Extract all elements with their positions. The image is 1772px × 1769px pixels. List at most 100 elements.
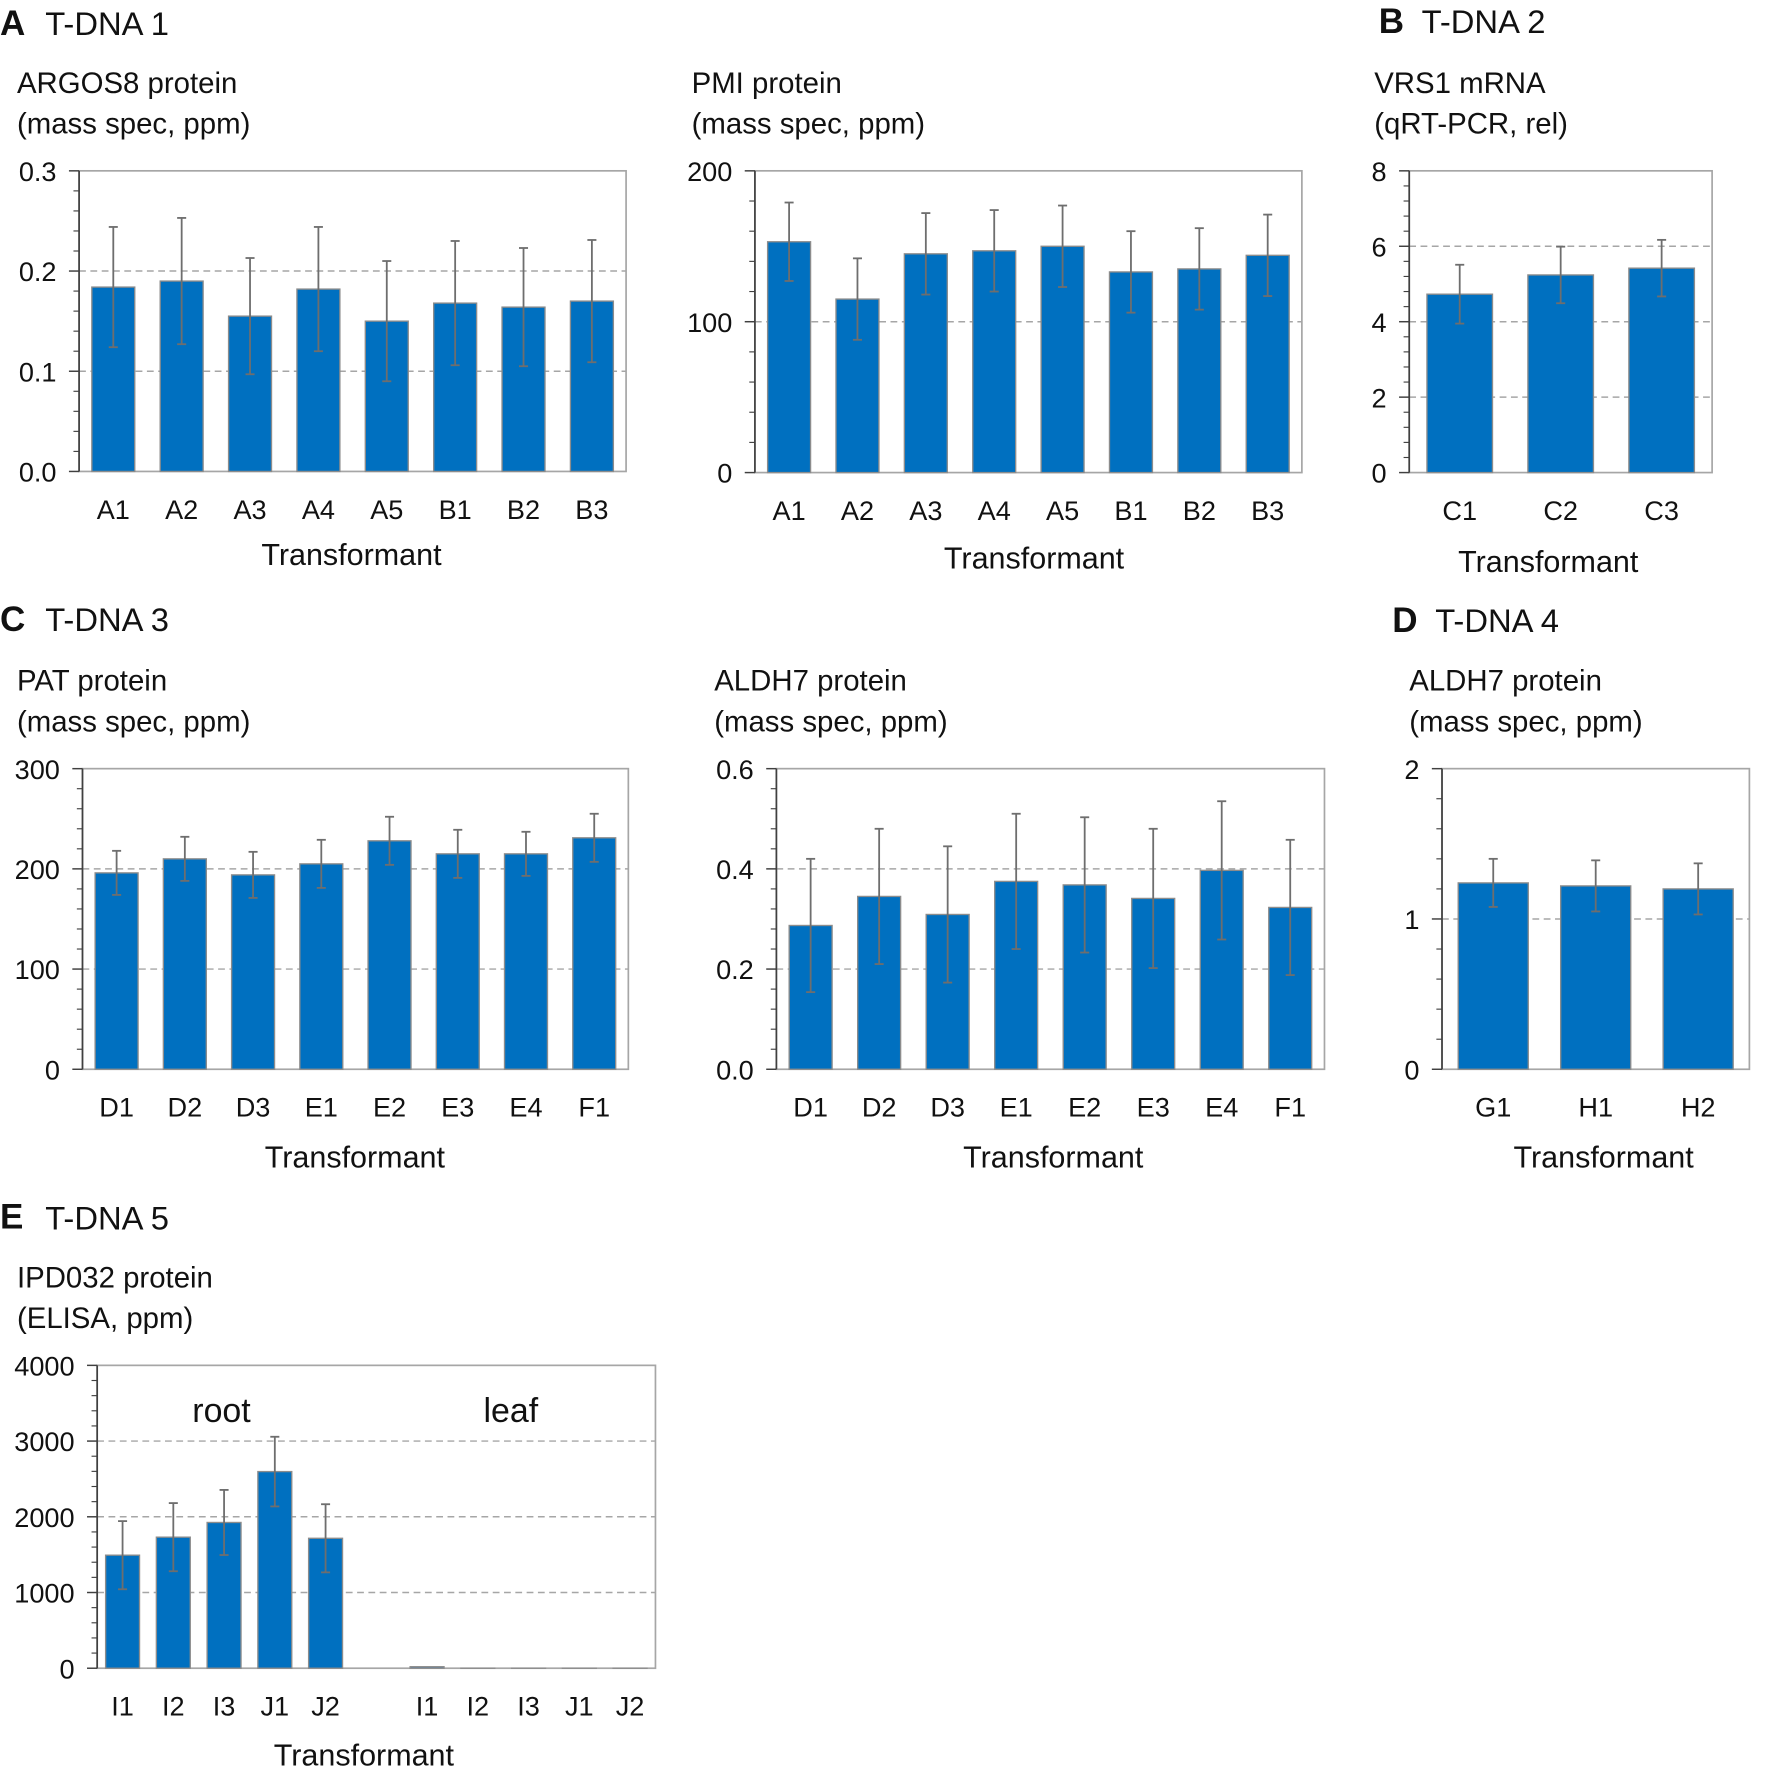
chart-title: PAT protein <box>17 665 167 698</box>
bar <box>1559 885 1632 1070</box>
y-tick-label: 200 <box>15 854 60 885</box>
x-tick-label: A4 <box>302 494 335 525</box>
x-axis-label: Transformant <box>1458 545 1639 579</box>
chart-2: VRS1 mRNA (qRT-PCR, rel) 0 2 4 6 8 C1 C2 C3Transf… <box>1372 67 1713 579</box>
x-tick-label: C1 <box>1442 495 1477 526</box>
chart-title: (qRT-PCR, rel) <box>1374 108 1568 141</box>
x-tick-label: E1 <box>305 1092 338 1123</box>
chart-5: ALDH7 protein (mass spec, ppm) 0 1 2 G1 H1 H2 Tr… <box>1404 665 1751 1175</box>
x-axis-label: Transformant <box>963 1141 1144 1175</box>
panel-header-b: B T-DNA 2 <box>1379 2 1546 41</box>
x-tick-label: J1 <box>565 1691 594 1722</box>
bar <box>503 853 549 1070</box>
x-tick-label: B2 <box>1183 495 1216 526</box>
bar <box>162 858 207 1070</box>
x-tick-label: H1 <box>1578 1092 1613 1123</box>
y-tick-label: 0 <box>1372 458 1387 489</box>
chart-title: ALDH7 protein <box>1409 665 1602 698</box>
x-tick-label: A5 <box>1046 495 1079 526</box>
bar <box>1457 882 1529 1070</box>
x-tick-label: B1 <box>439 494 472 525</box>
chart-title: (mass spec, ppm) <box>714 705 947 738</box>
bar <box>1527 274 1595 474</box>
x-tick-label: J1 <box>260 1691 289 1722</box>
x-tick-label: E2 <box>1068 1092 1101 1123</box>
y-tick-label: 2 <box>1404 754 1419 785</box>
x-tick-label: D1 <box>99 1092 134 1123</box>
x-tick-label: I3 <box>213 1691 236 1722</box>
panel-letter: D <box>1392 601 1417 640</box>
y-tick-label: 100 <box>15 954 60 985</box>
bar <box>409 1666 445 1669</box>
panel-letter: B <box>1379 2 1404 41</box>
x-tick-label: D2 <box>168 1092 203 1123</box>
y-tick-label: 100 <box>687 307 732 338</box>
chart-1: PMI protein (mass spec, ppm) 0 100 200 A1 A2 A3… <box>687 67 1303 576</box>
x-tick-label: H2 <box>1681 1092 1716 1123</box>
x-axis-label: Transformant <box>261 538 442 572</box>
chart-3: PAT protein (mass spec, ppm) 0 100 200 300 D1 D… <box>15 665 630 1175</box>
y-tick-label: 0.4 <box>716 854 754 885</box>
chart-title: IPD032 protein <box>17 1261 213 1294</box>
x-tick-label: G1 <box>1475 1092 1511 1123</box>
x-tick-label: E3 <box>441 1092 474 1123</box>
x-tick-label: D3 <box>236 1092 271 1123</box>
y-tick-label: 300 <box>15 754 60 785</box>
chart-title: VRS1 mRNA <box>1374 67 1546 100</box>
panel-label: T-DNA 1 <box>45 5 169 42</box>
chart-6: IPD032 protein (ELISA, ppm) 0 1000 2000 3000 4… <box>14 1261 657 1769</box>
annotation-leaf: leaf <box>483 1392 538 1430</box>
panel-label: T-DNA 3 <box>45 601 169 638</box>
x-tick-label: I1 <box>416 1691 439 1722</box>
x-tick-label: B3 <box>575 494 608 525</box>
bar <box>572 837 617 1070</box>
charts: ARGOS8 protein (mass spec, ppm) 0.0 0.1 0.2 0… <box>14 67 1751 1769</box>
panel-header-d: D T-DNA 4 <box>1392 601 1559 640</box>
x-tick-label: I2 <box>467 1691 490 1722</box>
panel-header-c: C T-DNA 3 <box>0 600 169 639</box>
chart-title: (mass spec, ppm) <box>17 108 250 141</box>
y-tick-label: 1000 <box>14 1578 74 1609</box>
x-tick-label: A4 <box>978 495 1011 526</box>
x-tick-label: I1 <box>111 1691 134 1722</box>
x-tick-label: B2 <box>507 494 540 525</box>
x-tick-label: A1 <box>773 495 806 526</box>
x-tick-label: A3 <box>233 494 266 525</box>
x-tick-label: D1 <box>793 1092 828 1123</box>
panel-letter: E <box>0 1198 23 1237</box>
x-tick-label: D2 <box>862 1092 897 1123</box>
x-axis-label: Transformant <box>274 1738 455 1769</box>
x-tick-label: F1 <box>1274 1092 1306 1123</box>
panel-label: T-DNA 2 <box>1422 3 1546 40</box>
x-tick-label: I3 <box>517 1691 540 1722</box>
chart-title: ARGOS8 protein <box>17 67 237 100</box>
chart-0: ARGOS8 protein (mass spec, ppm) 0.0 0.1 0.2 0… <box>17 67 627 572</box>
y-tick-label: 6 <box>1372 231 1387 262</box>
y-tick-label: 0.3 <box>19 156 57 187</box>
panel-label: T-DNA 5 <box>45 1200 169 1237</box>
chart-title: ALDH7 protein <box>714 665 907 698</box>
chart-title: PMI protein <box>692 67 842 100</box>
y-tick-label: 200 <box>687 156 732 187</box>
annotation-root: root <box>192 1392 251 1430</box>
x-tick-label: A2 <box>165 494 198 525</box>
x-tick-label: B1 <box>1114 495 1147 526</box>
panel-letter: C <box>0 600 25 639</box>
y-tick-label: 0 <box>60 1653 75 1684</box>
x-tick-label: J2 <box>616 1691 645 1722</box>
panel-letter: A <box>0 4 25 43</box>
x-tick-label: A1 <box>97 494 130 525</box>
panel-header-a: A T-DNA 1 <box>0 4 169 43</box>
x-tick-label: E4 <box>1205 1092 1238 1123</box>
y-tick-label: 0.0 <box>716 1054 754 1085</box>
y-tick-label: 0.2 <box>716 954 754 985</box>
x-axis-label: Transformant <box>1513 1141 1694 1175</box>
y-tick-label: 0.2 <box>19 256 57 287</box>
x-axis-label: Transformant <box>265 1141 446 1175</box>
panel-header-e: E T-DNA 5 <box>0 1198 169 1237</box>
panel-label: T-DNA 4 <box>1435 602 1559 639</box>
y-tick-label: 3000 <box>14 1426 74 1457</box>
y-tick-label: 1 <box>1404 904 1419 935</box>
x-tick-label: A2 <box>841 495 874 526</box>
